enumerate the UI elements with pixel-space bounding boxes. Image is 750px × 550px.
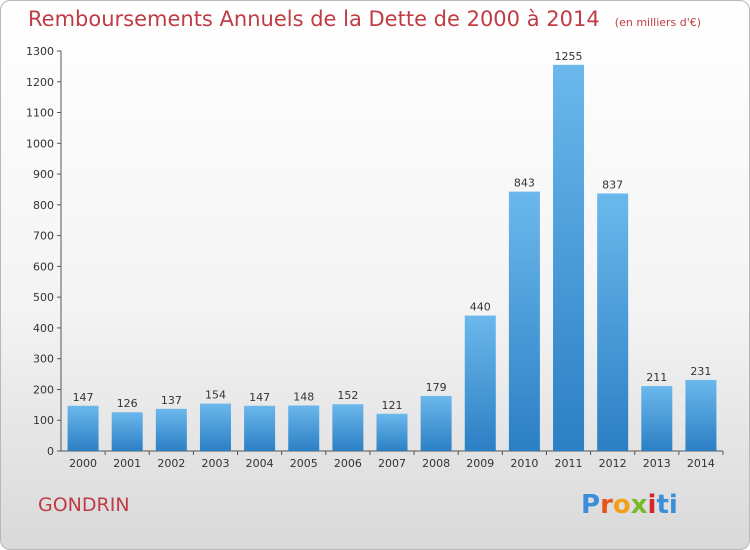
- x-tick-label: 2012: [599, 457, 627, 470]
- x-tick-label: 2011: [555, 457, 583, 470]
- bar-value-label: 231: [690, 365, 711, 378]
- chart-title-text: Remboursements Annuels de la Dette de 20…: [28, 7, 600, 31]
- x-tick-label: 2006: [334, 457, 362, 470]
- x-tick-label: 2003: [201, 457, 229, 470]
- y-tick-label: 1300: [26, 45, 54, 58]
- x-tick-label: 2010: [510, 457, 538, 470]
- logo-letter: i: [647, 490, 657, 520]
- y-tick-label: 0: [47, 445, 54, 458]
- x-tick-label: 2008: [422, 457, 450, 470]
- logo-letter: x: [630, 490, 648, 520]
- bar: [67, 405, 99, 451]
- bar-value-label: 1255: [555, 50, 583, 63]
- bar-value-label: 837: [602, 178, 623, 191]
- bar-value-label: 137: [161, 394, 182, 407]
- x-tick-label: 2001: [113, 457, 141, 470]
- logo-letter: P: [581, 490, 601, 520]
- y-tick-label: 100: [33, 414, 54, 427]
- y-tick-label: 800: [33, 199, 54, 212]
- x-tick-label: 2005: [290, 457, 318, 470]
- bar: [508, 191, 540, 451]
- bar-value-label: 148: [293, 390, 314, 403]
- x-tick-label: 2002: [157, 457, 185, 470]
- x-tick-label: 2000: [69, 457, 97, 470]
- y-tick-label: 1200: [26, 76, 54, 89]
- bar: [420, 395, 452, 451]
- bar: [464, 315, 496, 451]
- bar: [641, 386, 673, 451]
- y-tick-label: 600: [33, 260, 54, 273]
- x-tick-label: 2014: [687, 457, 715, 470]
- bar: [155, 408, 187, 451]
- x-tick-label: 2007: [378, 457, 406, 470]
- bar: [244, 405, 276, 451]
- logo-letter: r: [600, 490, 613, 520]
- bar-value-label: 179: [426, 381, 447, 394]
- y-tick-label: 400: [33, 322, 54, 335]
- logo-letter: o: [612, 490, 631, 520]
- bar: [685, 379, 717, 451]
- bar: [597, 193, 629, 451]
- bar: [199, 403, 231, 451]
- bar: [332, 404, 364, 451]
- logo-letter: ti: [656, 490, 678, 520]
- x-tick-label: 2009: [466, 457, 494, 470]
- chart-unit-label: (en milliers d'€): [614, 16, 702, 29]
- y-tick-label: 700: [33, 230, 54, 243]
- bar: [376, 413, 408, 451]
- y-tick-label: 900: [33, 168, 54, 181]
- bar-value-label: 147: [73, 391, 94, 404]
- y-tick-label: 300: [33, 353, 54, 366]
- y-tick-label: 500: [33, 291, 54, 304]
- bar-value-label: 147: [249, 391, 270, 404]
- bar-value-label: 154: [205, 389, 226, 402]
- y-tick-label: 200: [33, 383, 54, 396]
- bar-value-label: 126: [117, 397, 138, 410]
- y-tick-label: 1100: [26, 107, 54, 120]
- bar-value-label: 440: [470, 301, 491, 314]
- bar: [288, 405, 320, 451]
- commune-name: GONDRIN: [38, 494, 130, 516]
- bar-value-label: 843: [514, 177, 535, 190]
- x-tick-label: 2004: [246, 457, 274, 470]
- bar-value-label: 152: [337, 389, 358, 402]
- x-tick-label: 2013: [643, 457, 671, 470]
- bar-value-label: 211: [646, 371, 667, 384]
- bar-value-label: 121: [382, 399, 403, 412]
- chart-title: Remboursements Annuels de la Dette de 20…: [28, 7, 701, 31]
- y-tick-label: 1000: [26, 137, 54, 150]
- bar: [553, 64, 585, 451]
- bar: [111, 412, 143, 451]
- proxiti-logo: Proxiti: [581, 490, 678, 520]
